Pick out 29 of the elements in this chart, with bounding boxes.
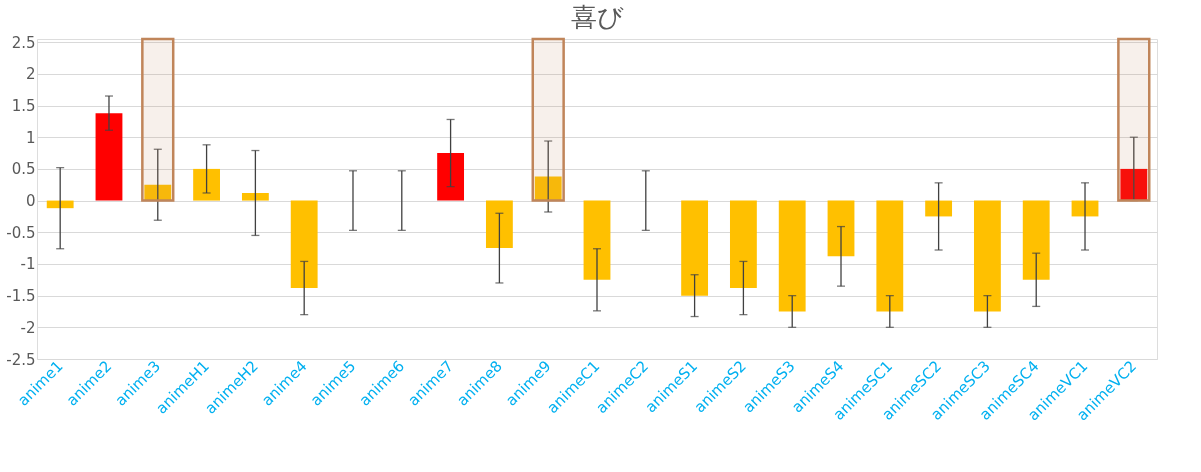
y-tick-label: -2 [20, 318, 36, 337]
y-tick-label: -1.5 [6, 287, 36, 306]
bar [583, 200, 611, 280]
bar [95, 113, 123, 201]
y-tick-label: 2.5 [11, 33, 36, 52]
bar [290, 200, 318, 289]
y-tick-label: 0.5 [11, 160, 36, 179]
bar [681, 200, 709, 296]
y-tick-label: 0 [25, 192, 36, 211]
bar [144, 184, 172, 201]
bar [437, 153, 465, 201]
bar [485, 200, 513, 249]
bar [925, 200, 953, 217]
bar [876, 200, 904, 312]
chart-title: 喜び [570, 2, 624, 33]
bar [534, 176, 562, 201]
bar [1120, 168, 1148, 201]
y-tick-label: -1 [20, 255, 36, 274]
bar [729, 200, 757, 289]
y-tick-label: -0.5 [6, 223, 36, 242]
bar [778, 200, 806, 312]
bar [193, 168, 221, 201]
bar [1022, 200, 1050, 280]
bar [241, 192, 269, 201]
bar [827, 200, 855, 257]
bar [973, 200, 1001, 312]
y-tick-label: 2 [25, 65, 36, 84]
y-tick-label: 1.5 [11, 97, 36, 116]
y-tick-label: 1 [25, 128, 36, 147]
